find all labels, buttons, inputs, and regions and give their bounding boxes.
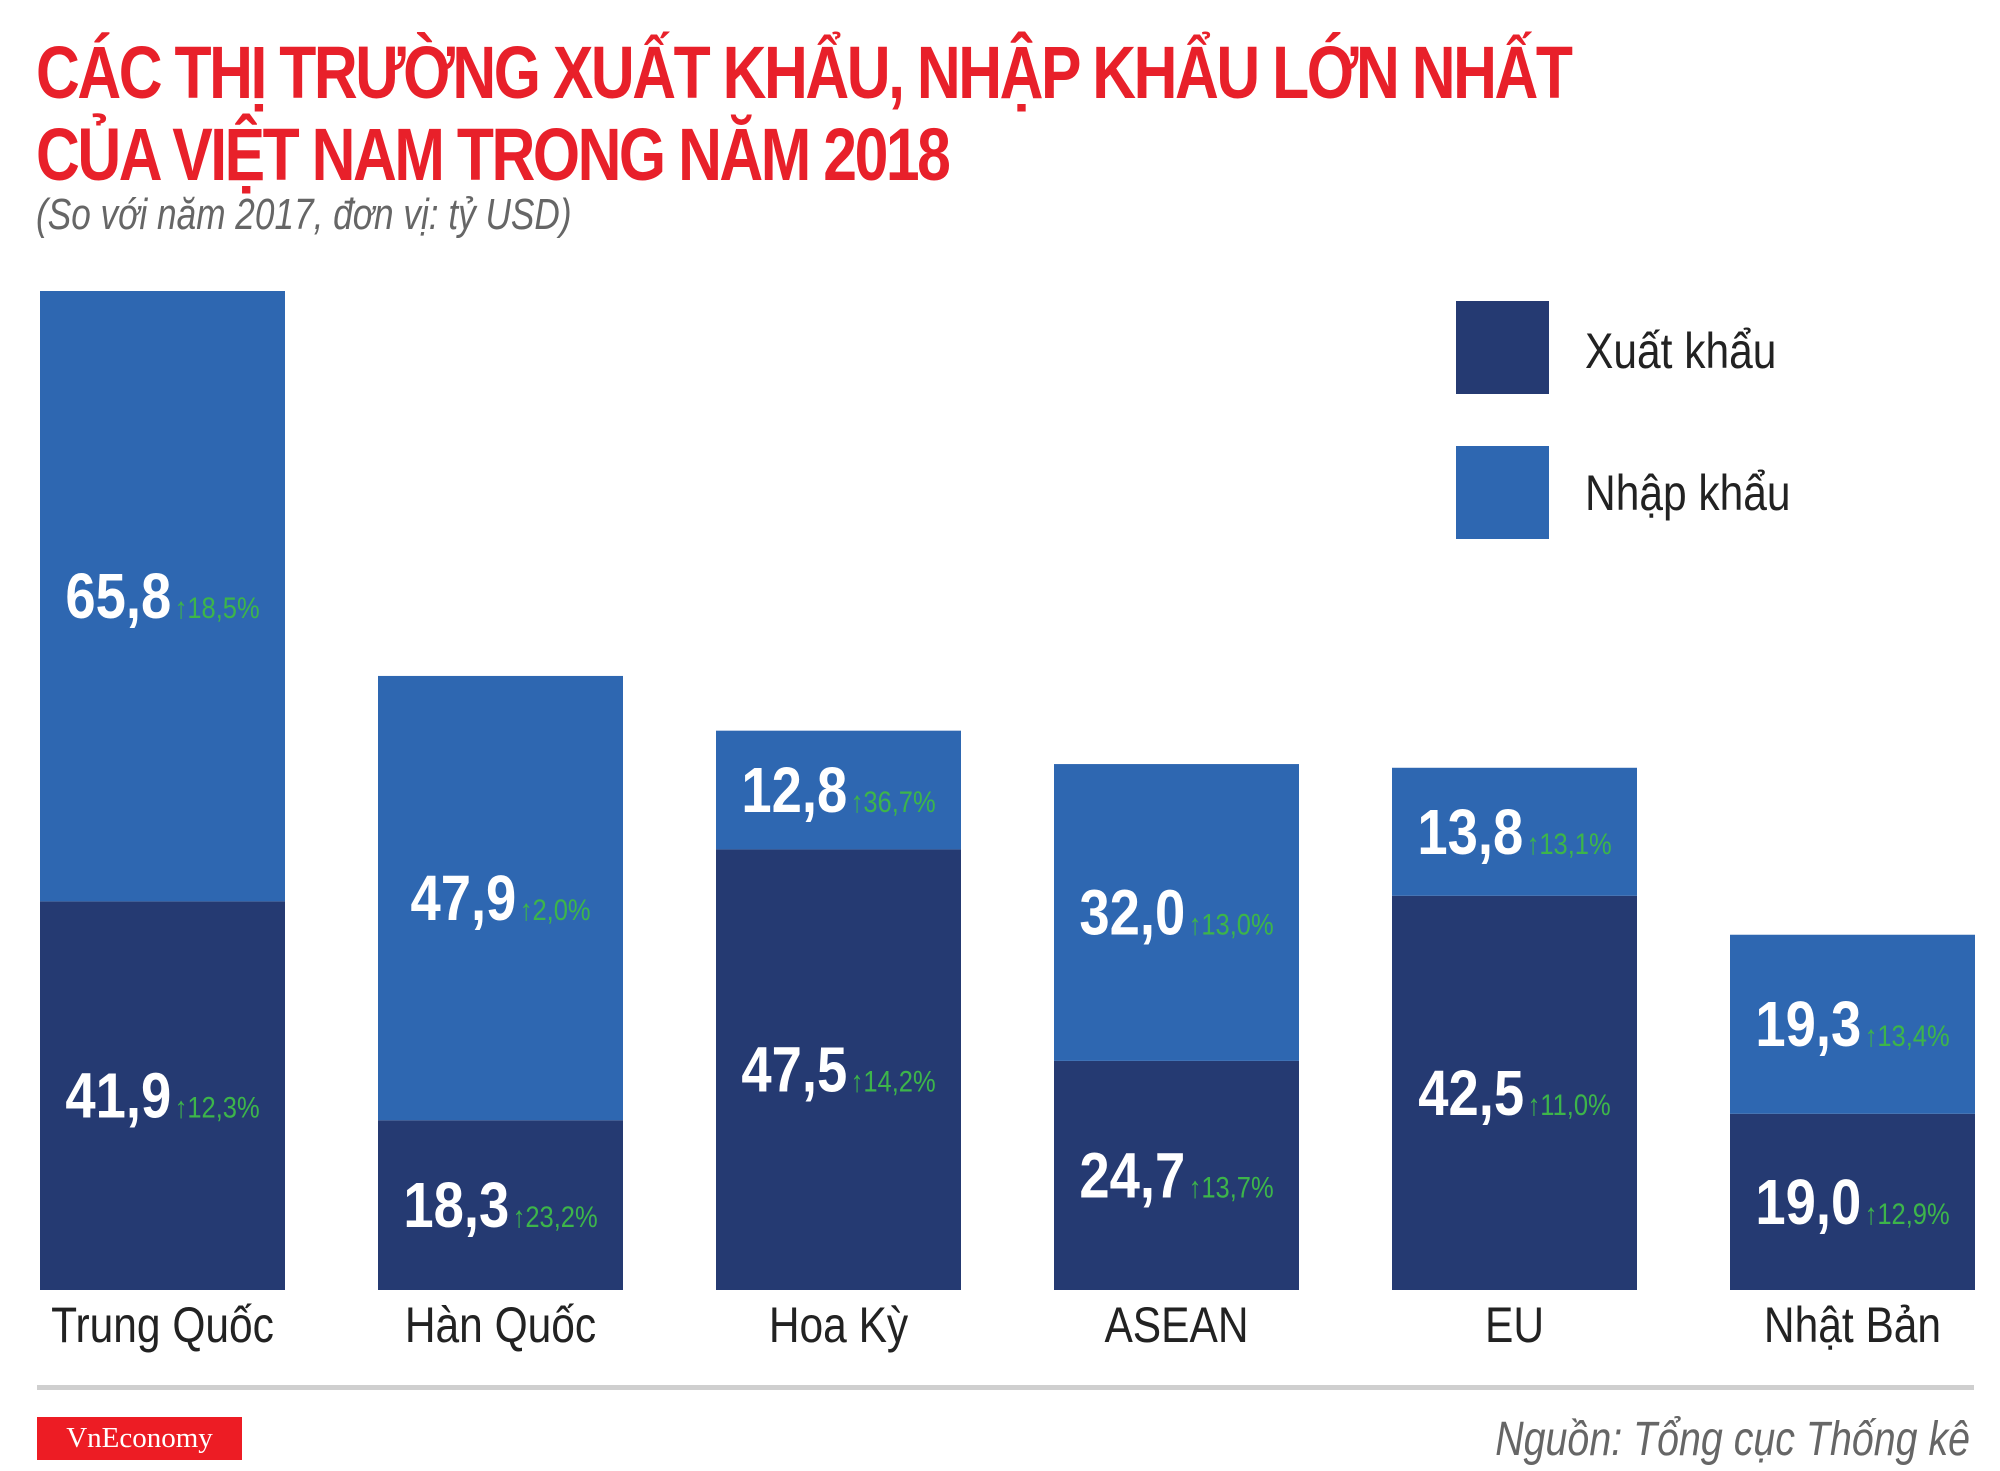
data-label: 65,8 ↑18,5%	[65, 560, 259, 632]
value-label: 32,0	[1079, 876, 1185, 948]
change-label: ↑12,3%	[175, 1091, 260, 1124]
data-label: 42,5 ↑11,0%	[1418, 1057, 1610, 1129]
value-label: 65,8	[65, 560, 171, 632]
data-label: 18,3 ↑23,2%	[403, 1169, 597, 1241]
value-label: 19,0	[1755, 1166, 1861, 1238]
legend-label-import: Nhập khẩu	[1585, 465, 1791, 521]
legend-label-export: Xuất khẩu	[1585, 323, 1777, 379]
value-label: 19,3	[1755, 988, 1861, 1060]
import-bar-segment	[40, 291, 285, 902]
change-label: ↑13,1%	[1527, 827, 1612, 860]
category-label: ASEAN	[1104, 1297, 1248, 1353]
change-label: ↑13,4%	[1865, 1019, 1950, 1052]
data-label: 41,9 ↑12,3%	[65, 1059, 259, 1131]
data-label: 19,0 ↑12,9%	[1755, 1166, 1949, 1238]
import-bar-segment	[716, 730, 961, 850]
source-note: Nguồn: Tổng cục Thống kê	[1495, 1413, 1970, 1466]
data-label: 12,8 ↑36,7%	[741, 754, 935, 826]
value-label: 41,9	[65, 1059, 171, 1131]
category-label: Nhật Bản	[1764, 1297, 1941, 1353]
value-label: 47,9	[410, 862, 516, 934]
export-bar-segment	[1392, 895, 1637, 1290]
change-label: ↑36,7%	[851, 785, 936, 818]
change-label: ↑23,2%	[513, 1200, 598, 1233]
vneconomy-logo: VnEconomy	[37, 1417, 242, 1460]
data-label: 24,7 ↑13,7%	[1079, 1139, 1273, 1211]
export-bar-segment	[378, 1120, 623, 1290]
legend-swatch-import	[1456, 446, 1549, 539]
data-label: 19,3 ↑13,4%	[1755, 988, 1949, 1060]
category-label: Hoa Kỳ	[769, 1297, 909, 1353]
change-label: ↑11,0%	[1528, 1088, 1611, 1121]
change-label: ↑13,0%	[1189, 908, 1274, 941]
chart-subtitle: (So với năm 2017, đơn vị: tỷ USD)	[36, 190, 572, 239]
export-bar-segment	[1730, 1113, 1975, 1290]
value-label: 18,3	[403, 1169, 509, 1241]
export-bar-segment	[40, 901, 285, 1290]
import-bar-segment	[1392, 767, 1637, 896]
value-label: 13,8	[1417, 796, 1523, 868]
change-label: ↑18,5%	[175, 591, 260, 624]
data-label: 47,5 ↑14,2%	[741, 1034, 935, 1106]
value-label: 47,5	[741, 1034, 847, 1106]
change-label: ↑14,2%	[851, 1065, 936, 1098]
value-label: 42,5	[1418, 1057, 1524, 1129]
category-label: EU	[1485, 1297, 1544, 1353]
category-label: Hàn Quốc	[405, 1297, 596, 1353]
data-label: 47,9 ↑2,0%	[410, 862, 590, 934]
export-bar-segment	[1054, 1060, 1299, 1290]
category-label: Trung Quốc	[51, 1297, 274, 1353]
legend-swatch-export	[1456, 301, 1549, 394]
chart-title-line-2: CỦA VIỆT NAM TRONG NĂM 2018	[36, 113, 951, 196]
import-bar-segment	[1054, 764, 1299, 1061]
change-label: ↑13,7%	[1189, 1171, 1274, 1204]
footer-divider	[37, 1385, 1974, 1390]
value-label: 24,7	[1079, 1139, 1185, 1211]
value-label: 12,8	[741, 754, 847, 826]
change-label: ↑2,0%	[520, 893, 591, 926]
import-bar-segment	[378, 675, 623, 1121]
data-label: 32,0 ↑13,0%	[1079, 876, 1273, 948]
chart-title-line-1: CÁC THỊ TRƯỜNG XUẤT KHẨU, NHẬP KHẨU LỚN …	[36, 31, 1573, 114]
import-bar-segment	[1730, 934, 1975, 1114]
export-bar-segment	[716, 849, 961, 1290]
change-label: ↑12,9%	[1865, 1197, 1950, 1230]
data-label: 13,8 ↑13,1%	[1417, 796, 1611, 868]
